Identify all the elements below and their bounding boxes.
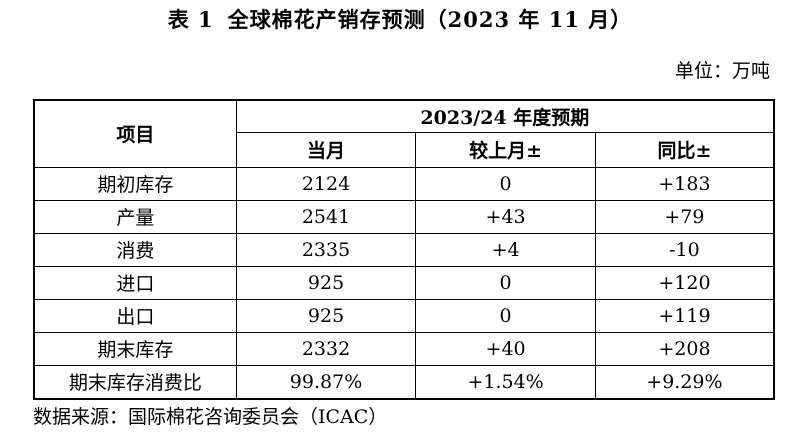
table-row: 期末库存消费比 99.87% +1.54% +9.29% <box>33 364 775 399</box>
table-row: 期初库存 2124 0 +183 <box>33 166 775 201</box>
item-header: 项目 <box>33 99 237 168</box>
row-yoy: +120 <box>594 265 775 300</box>
row-mom: +40 <box>415 331 596 366</box>
period-header: 2023/24 年度预期 <box>235 99 775 133</box>
row-item: 期初库存 <box>33 166 237 201</box>
row-current: 2335 <box>235 232 417 267</box>
row-mom: 0 <box>415 265 596 300</box>
row-item: 期末库存 <box>33 331 237 366</box>
row-mom: +4 <box>415 232 596 267</box>
table-row: 产量 2541 +43 +79 <box>33 199 775 234</box>
table-row: 消费 2335 +4 -10 <box>33 232 775 267</box>
table-row: 出口 925 0 +119 <box>33 298 775 333</box>
table-number: 表 1 <box>167 7 214 32</box>
row-item: 进口 <box>33 265 237 300</box>
row-yoy: -10 <box>594 232 775 267</box>
column-header-yoy: 同比± <box>594 131 775 168</box>
table-row: 期末库存 2332 +40 +208 <box>33 331 775 366</box>
row-yoy: +183 <box>594 166 775 201</box>
row-item: 期末库存消费比 <box>33 364 237 399</box>
row-yoy: +208 <box>594 331 775 366</box>
unit-label: 单位：万吨 <box>674 60 770 82</box>
forecast-table: 项目 2023/24 年度预期 当月 较上月± 同比± 期初库存 2124 0 … <box>33 99 775 400</box>
data-source-note: 数据来源：国际棉花咨询委员会（ICAC） <box>33 406 388 428</box>
column-header-current: 当月 <box>235 131 417 168</box>
row-mom: 0 <box>415 166 596 201</box>
row-mom: 0 <box>415 298 596 333</box>
row-current: 2124 <box>235 166 417 201</box>
row-current: 925 <box>235 298 417 333</box>
table-title-text: 全球棉花产销存预测（2023 年 11 月） <box>227 7 633 32</box>
row-current: 925 <box>235 265 417 300</box>
row-current: 99.87% <box>235 364 417 399</box>
row-mom: +1.54% <box>415 364 596 399</box>
table-row: 进口 925 0 +120 <box>33 265 775 300</box>
row-yoy: +79 <box>594 199 775 234</box>
row-item: 出口 <box>33 298 237 333</box>
column-header-mom: 较上月± <box>415 131 596 168</box>
row-current: 2541 <box>235 199 417 234</box>
row-yoy: +9.29% <box>594 364 775 399</box>
row-yoy: +119 <box>594 298 775 333</box>
row-item: 产量 <box>33 199 237 234</box>
row-item: 消费 <box>33 232 237 267</box>
table-title: 表 1 全球棉花产销存预测（2023 年 11 月） <box>0 4 800 34</box>
row-current: 2332 <box>235 331 417 366</box>
row-mom: +43 <box>415 199 596 234</box>
